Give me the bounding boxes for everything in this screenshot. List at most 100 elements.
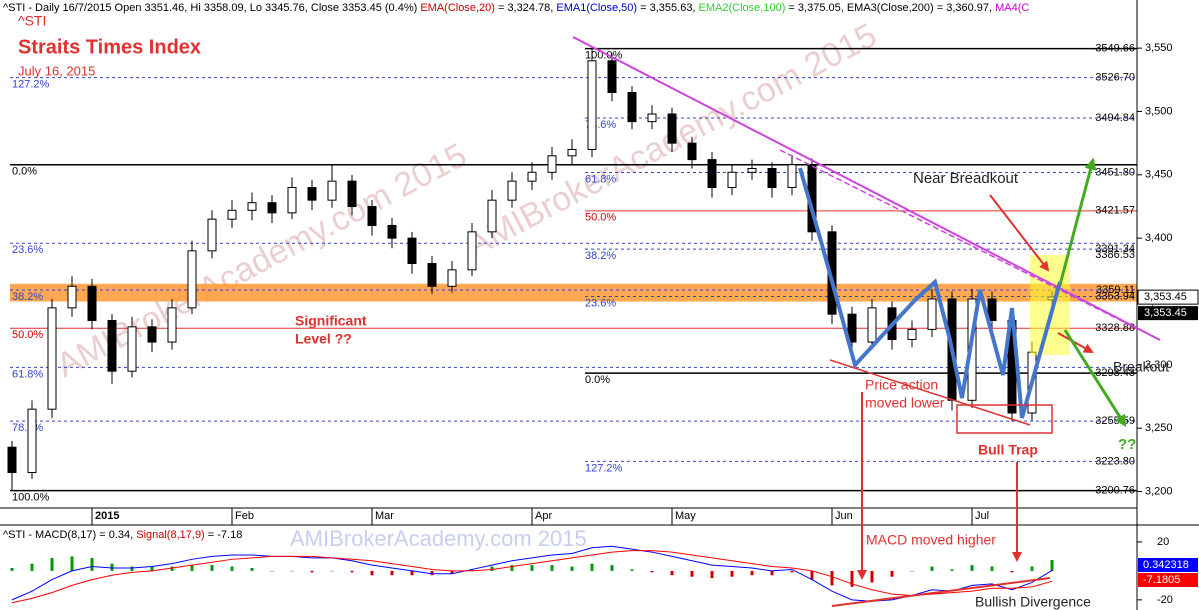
candle-body <box>67 285 77 309</box>
histogram-bar <box>990 566 994 571</box>
header: ^STI - MACD(8,17) = 0.34, Signal(8,17,9)… <box>3 529 242 541</box>
price-tag-label: 3,353.45 <box>1144 291 1187 303</box>
histogram-bar <box>550 565 554 571</box>
macd-line <box>11 550 1053 604</box>
x-tick-label: Jul <box>975 510 989 522</box>
candle-body <box>687 142 697 161</box>
candle-body <box>107 320 117 372</box>
header-part: ^STI - MACD(8,17) = 0.34, <box>3 529 136 541</box>
candle-body <box>187 250 197 309</box>
header-part: ^STI - Daily 16/7/2015 Open 3351.46, Hi … <box>3 2 420 14</box>
histogram-bar <box>1050 560 1054 571</box>
histogram-bar <box>110 563 114 571</box>
price-label: 3255.59 <box>1095 415 1135 427</box>
histogram-bar <box>230 566 234 571</box>
divergence-line <box>831 577 1051 607</box>
candle-body <box>427 263 437 287</box>
price-label: 3494.84 <box>1095 112 1135 124</box>
support-line <box>829 359 1031 426</box>
header: ^STI - Daily 16/7/2015 Open 3351.46, Hi … <box>3 2 1029 14</box>
header-part: = -7.18 <box>205 529 243 541</box>
histogram-bar <box>650 570 654 573</box>
candle-body <box>767 167 777 188</box>
price-label: 3451.80 <box>1095 166 1135 178</box>
price-label: 3526.70 <box>1095 72 1135 84</box>
trend-line <box>572 36 1161 341</box>
histogram-bar <box>450 570 454 574</box>
header-part: = 3,324.78, <box>495 2 556 14</box>
y-tick-label: 20 <box>1157 536 1169 548</box>
histogram-bar <box>610 565 614 571</box>
y-tick-label: 3,450 <box>1145 169 1173 181</box>
arrow <box>1058 157 1097 286</box>
candle-body <box>367 205 377 226</box>
candle-body <box>867 307 877 343</box>
header-part: EMA(Close,20) <box>420 2 495 14</box>
histogram-bar <box>170 566 174 571</box>
x-tick-label: 2015 <box>95 510 119 522</box>
histogram-bar <box>270 570 274 572</box>
histogram-bar <box>190 565 194 571</box>
value-tag-label: -7.1805 <box>1143 574 1180 586</box>
price-tag <box>1138 306 1198 321</box>
histogram-bar <box>410 570 414 576</box>
candle-body <box>227 209 237 220</box>
histogram-bar <box>470 569 474 571</box>
histogram-bar <box>710 570 714 579</box>
candle-body <box>407 237 417 265</box>
candle-body <box>787 164 797 188</box>
histogram-bar <box>430 570 434 576</box>
annotation: Bullish Divergence <box>975 594 1091 610</box>
candle-body <box>267 202 277 214</box>
price-label: 3200.76 <box>1095 484 1135 496</box>
header-part: EMA2(Close,100) <box>699 2 786 14</box>
histogram-bar <box>250 568 254 571</box>
histogram-bar <box>730 570 734 577</box>
fib-label: 127.2% <box>12 79 50 91</box>
histogram-bar <box>810 570 814 580</box>
y-tick-label: 3,550 <box>1145 42 1173 54</box>
bull-trap-box <box>956 404 1053 434</box>
candle-body <box>987 298 997 322</box>
y-tick-label: 3,400 <box>1145 232 1173 244</box>
fib-label: 23.6% <box>12 244 43 256</box>
annotation-layer: ^STI Straits Times Index July 16, 2015 S… <box>3 2 1199 610</box>
price-label: 3293.43 <box>1095 367 1135 379</box>
candle-body <box>467 231 477 271</box>
annotation: Bull Trap <box>978 442 1038 458</box>
histogram-bar <box>510 565 514 571</box>
fib-label: 38.2% <box>12 291 43 303</box>
arrow <box>1063 329 1127 428</box>
annotation: Price action <box>865 377 938 393</box>
histogram-bar <box>590 563 594 571</box>
fib-label: 61.8% <box>12 368 43 380</box>
candle-body <box>487 199 497 233</box>
histogram-bar <box>150 566 154 571</box>
histogram-bar <box>30 563 34 571</box>
price-label: 3359.11 <box>1096 284 1135 296</box>
histogram-bar <box>90 557 94 571</box>
chart-subtitle: July 16, 2015 <box>18 63 95 78</box>
price-label: 3391.34 <box>1095 243 1135 255</box>
price-label: 3353.94 <box>1095 290 1135 302</box>
histogram-bar <box>790 570 794 573</box>
fib-label: 0.0% <box>585 374 610 386</box>
x-tick-label: Apr <box>535 510 552 522</box>
price-label: 3421.57 <box>1095 205 1135 217</box>
histogram-bar <box>10 568 14 571</box>
fib-label: 61.8% <box>585 173 616 185</box>
price-tag-label: 3,353.45 <box>1144 307 1187 319</box>
candle-body <box>307 186 317 201</box>
annotation: Level ?? <box>295 331 352 347</box>
histogram-bar <box>850 570 854 587</box>
header-part: = 3,375.05, <box>785 2 846 14</box>
candle-body <box>587 60 597 150</box>
candle-body <box>627 91 637 123</box>
macd-line <box>11 545 1053 602</box>
histogram-bar <box>70 556 74 571</box>
symbol: ^STI <box>18 13 46 29</box>
fib-label: 50.0% <box>12 329 43 341</box>
histogram-bar <box>830 570 834 586</box>
histogram-bar <box>1010 570 1014 573</box>
